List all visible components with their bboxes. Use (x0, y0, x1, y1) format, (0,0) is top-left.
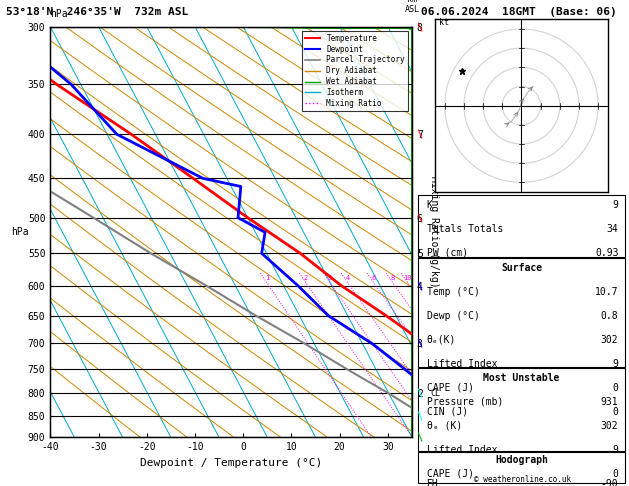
Bar (418, 452, 625, 483)
Text: 0.8: 0.8 (601, 311, 618, 321)
Legend: Temperature, Dewpoint, Parcel Trajectory, Dry Adiabat, Wet Adiabat, Isotherm, Mi: Temperature, Dewpoint, Parcel Trajectory… (302, 31, 408, 111)
Text: EH: EH (426, 479, 438, 486)
Text: 10.7: 10.7 (595, 287, 618, 297)
Text: 6: 6 (372, 275, 376, 280)
Text: km
ASL: km ASL (404, 0, 420, 15)
Text: 4: 4 (345, 275, 350, 280)
Text: hPa: hPa (11, 227, 29, 237)
Text: Lifted Index: Lifted Index (426, 359, 497, 369)
Text: CIN (J): CIN (J) (426, 407, 468, 417)
Text: Temp (°C): Temp (°C) (426, 287, 479, 297)
Text: θₑ (K): θₑ (K) (426, 421, 462, 431)
Text: /: / (415, 388, 426, 399)
Text: CL: CL (430, 389, 440, 398)
Text: 06.06.2024  18GMT  (Base: 06): 06.06.2024 18GMT (Base: 06) (421, 7, 617, 17)
Y-axis label: Mixing Ratio (g/kg): Mixing Ratio (g/kg) (430, 176, 440, 288)
Text: 0.93: 0.93 (595, 248, 618, 258)
Text: 2: 2 (304, 275, 308, 280)
Text: 302: 302 (601, 421, 618, 431)
Text: © weatheronline.co.uk: © weatheronline.co.uk (474, 474, 571, 484)
Text: 8: 8 (391, 275, 395, 280)
Text: Dewp (°C): Dewp (°C) (426, 311, 479, 321)
Text: /: / (415, 212, 426, 223)
Text: 34: 34 (606, 224, 618, 234)
Text: CAPE (J): CAPE (J) (426, 469, 474, 479)
Text: CAPE (J): CAPE (J) (426, 383, 474, 393)
Text: 0: 0 (613, 469, 618, 479)
Text: Lifted Index: Lifted Index (426, 445, 497, 455)
Text: Hodograph: Hodograph (495, 455, 548, 465)
Text: 9: 9 (613, 445, 618, 455)
Text: /: / (415, 280, 426, 292)
Text: kt: kt (439, 18, 449, 27)
Text: 10: 10 (404, 275, 412, 280)
Text: -90: -90 (601, 479, 618, 486)
Text: 1: 1 (265, 275, 269, 280)
Bar (418, 259, 625, 367)
Text: Pressure (mb): Pressure (mb) (426, 397, 503, 407)
Bar (418, 195, 625, 257)
Text: PW (cm): PW (cm) (426, 248, 468, 258)
Text: 53°18'N  246°35'W  732m ASL: 53°18'N 246°35'W 732m ASL (6, 7, 189, 17)
Text: 3: 3 (328, 275, 332, 280)
Text: 9: 9 (613, 359, 618, 369)
Text: Most Unstable: Most Unstable (483, 373, 560, 382)
Text: Surface: Surface (501, 263, 542, 273)
Text: /: / (415, 338, 426, 349)
Text: θₑ(K): θₑ(K) (426, 335, 456, 345)
Text: /: / (415, 129, 426, 140)
Text: /: / (415, 410, 426, 422)
Text: /: / (415, 21, 426, 33)
Text: hPa: hPa (50, 9, 68, 18)
Text: 931: 931 (601, 397, 618, 407)
Text: 9: 9 (613, 200, 618, 210)
Text: 0: 0 (613, 407, 618, 417)
X-axis label: Dewpoint / Temperature (°C): Dewpoint / Temperature (°C) (140, 458, 322, 468)
Text: 302: 302 (601, 335, 618, 345)
Text: 0: 0 (613, 383, 618, 393)
Text: K: K (426, 200, 432, 210)
Bar (418, 368, 625, 451)
Text: /: / (415, 432, 426, 443)
Text: Totals Totals: Totals Totals (426, 224, 503, 234)
